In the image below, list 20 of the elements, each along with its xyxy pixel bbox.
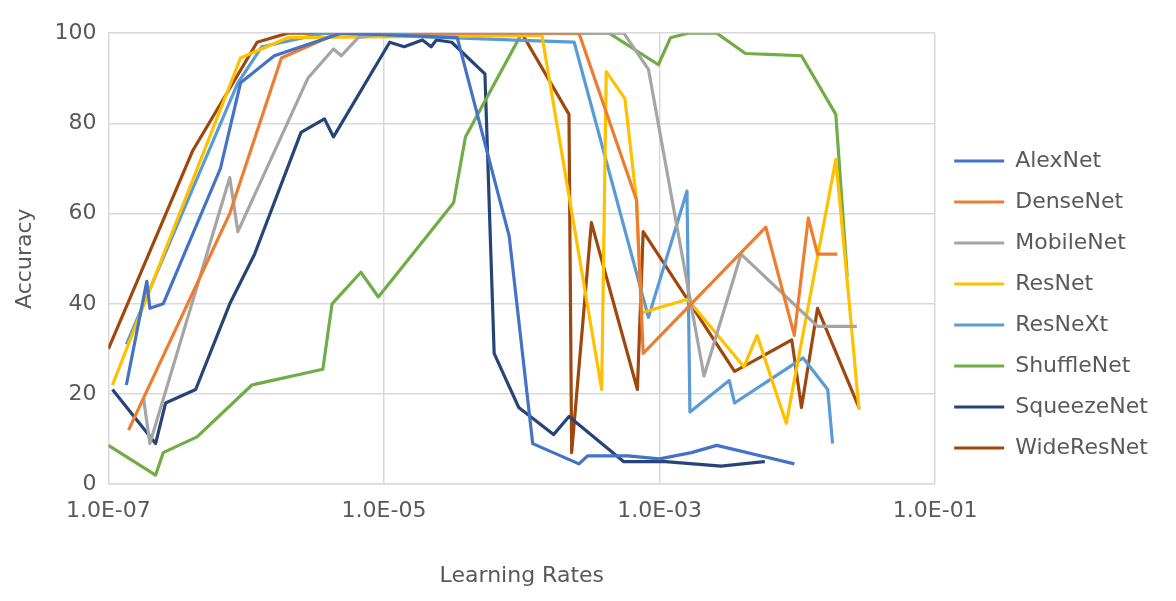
- x-tick-label: 1.0E-01: [892, 497, 978, 523]
- legend-label: ResNet: [1015, 269, 1094, 295]
- legend-label: DenseNet: [1015, 187, 1124, 213]
- legend-label: MobileNet: [1015, 228, 1127, 254]
- x-axis-title: Learning Rates: [439, 561, 605, 587]
- x-tick-label: 1.0E-07: [65, 497, 151, 523]
- y-tick-label: 60: [68, 199, 97, 225]
- y-axis-title: Accuracy: [10, 208, 36, 309]
- legend-label: AlexNet: [1015, 146, 1102, 172]
- y-tick-label: 0: [82, 469, 97, 495]
- legend-label: ResNeXt: [1015, 310, 1109, 336]
- y-tick-label: 20: [68, 379, 97, 405]
- x-tick-label: 1.0E-05: [341, 497, 427, 523]
- legend-label: SqueezeNet: [1015, 392, 1149, 418]
- legend-label: ShuffleNet: [1015, 351, 1131, 377]
- y-tick-label: 80: [68, 109, 97, 135]
- y-tick-label: 40: [68, 289, 97, 315]
- y-tick-label: 100: [54, 18, 97, 44]
- x-tick-label: 1.0E-03: [617, 497, 703, 523]
- legend-label: WideResNet: [1015, 433, 1149, 459]
